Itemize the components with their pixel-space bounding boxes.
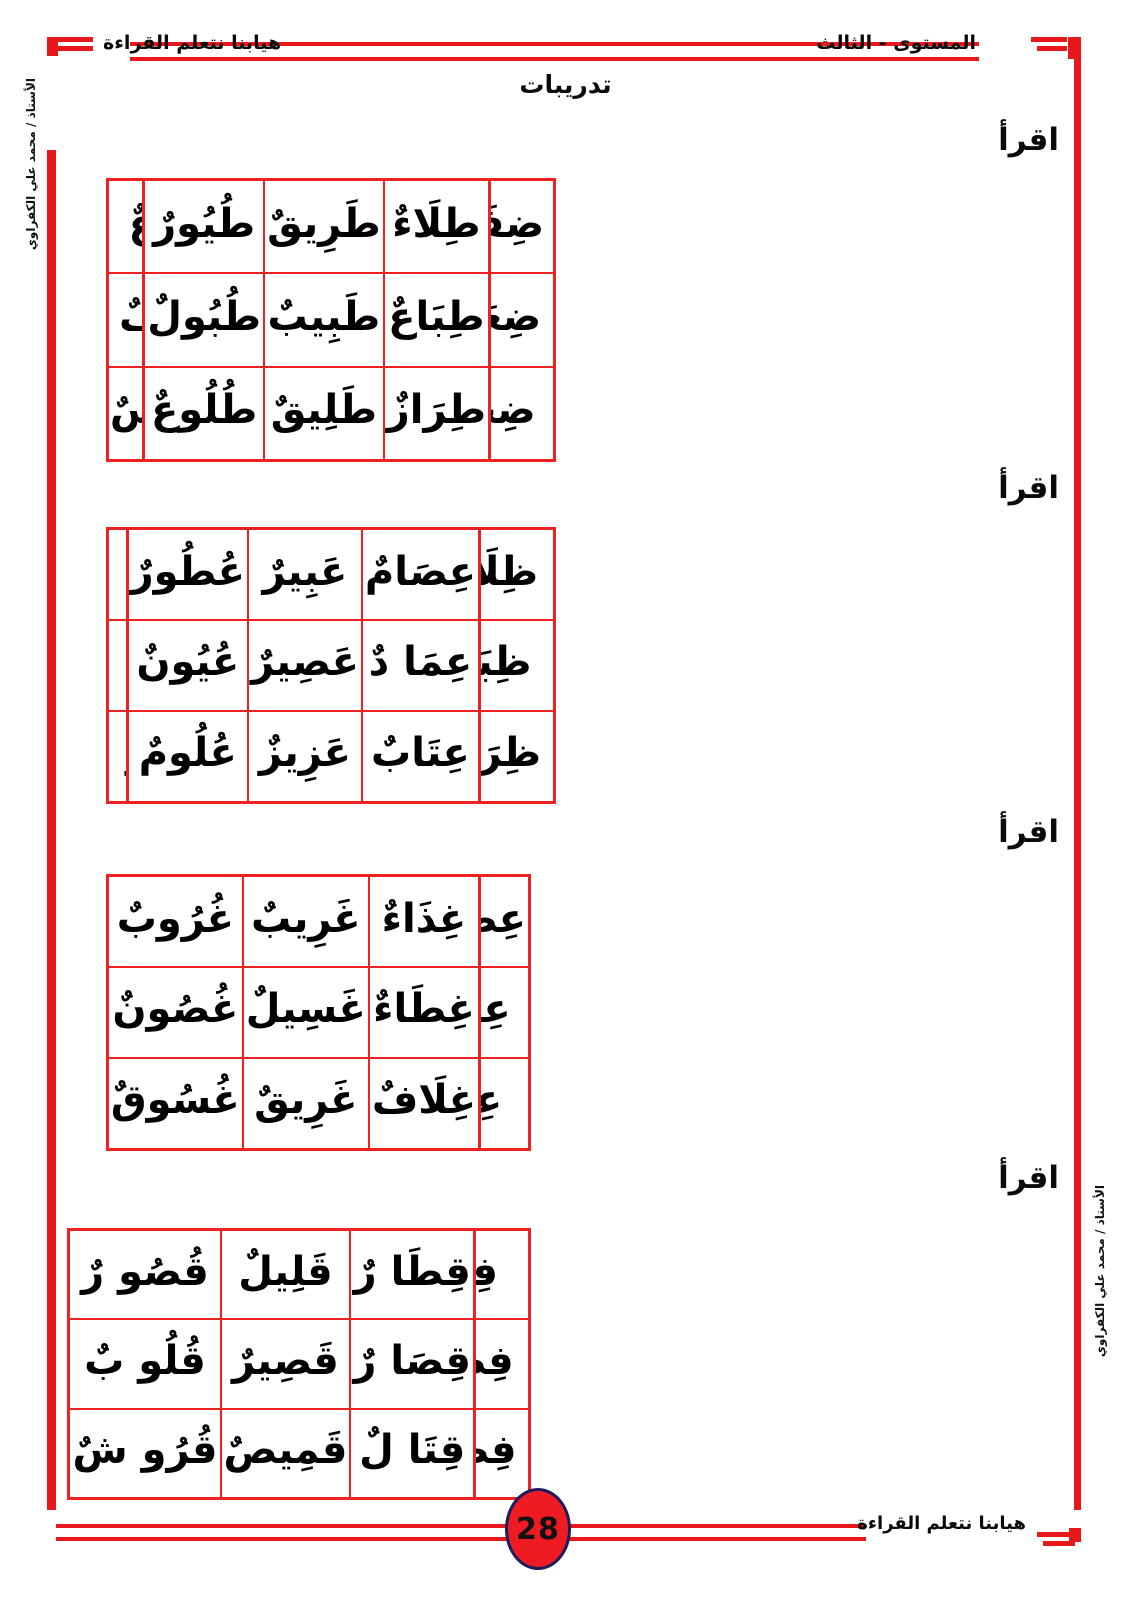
table-row: غِطَاءٌ غَسِيلٌ غُصُونٌ	[106, 966, 481, 1059]
read-label-3: اقرأ	[998, 814, 1059, 850]
page-title: تدريبات	[519, 70, 612, 99]
header-left-corner-ornament	[47, 34, 93, 60]
word-cell[interactable]: غِطَاءٌ	[367, 966, 481, 1059]
word-cell[interactable]: طِرَازٌ	[382, 365, 491, 462]
header-book-title: هيابنا نتعلم القراءة	[103, 32, 282, 54]
word-cell[interactable]: طَلِيقٌ	[263, 365, 385, 462]
word-cell[interactable]: عِتَابٌ	[360, 709, 481, 804]
header-right-corner-ornament	[1031, 34, 1081, 62]
table-row: قِصَا رٌ قَصِيرٌ قُلُو بٌ	[67, 1318, 476, 1410]
word-cell[interactable]: عُلُومٌ	[126, 709, 249, 804]
word-cell[interactable]: قُلُو بٌ	[67, 1318, 222, 1410]
word-cell[interactable]: طُيُورٌ	[142, 178, 266, 275]
table-row: غِلَافٌ غَرِيقٌ غُسُوقٌ	[106, 1056, 481, 1151]
word-cell[interactable]: غَسِيلٌ	[241, 966, 370, 1059]
word-cell[interactable]: غَرِيبٌ	[241, 874, 370, 969]
page-number-badge: 28	[505, 1488, 571, 1570]
table-row: عِمَا دٌ عَصِيرٌ عُيُونٌ	[126, 619, 481, 712]
table-row: طِرَازٌ طَلِيقٌ طُلُوعٌ	[142, 365, 491, 462]
page-footer: هيابنا نتعلم القراءة	[0, 1513, 1131, 1542]
word-cell[interactable]: غُصُونٌ	[106, 966, 244, 1059]
word-cell[interactable]: طَبِيبٌ	[263, 272, 385, 368]
word-cell[interactable]: طِلَاءٌ	[382, 178, 491, 275]
word-cell[interactable]: عَبِيرٌ	[246, 527, 363, 622]
word-cell[interactable]: غِلَافٌ	[367, 1056, 481, 1151]
page-number-text: 28	[516, 1511, 560, 1547]
table-row: قِطَا رٌ قَلِيلٌ قُصُو رٌ	[67, 1228, 476, 1321]
author-credit-left: الأستاذ / محمد علي الكفراوي	[24, 78, 38, 251]
word-cell[interactable]: غِذَاءٌ	[367, 874, 481, 969]
table-row: غِذَاءٌ غَرِيبٌ غُرُوبٌ	[106, 874, 481, 969]
footer-book-title: هيابنا نتعلم القراءة	[857, 1513, 1026, 1534]
page-header: المستوى - الثالث هيابنا نتعلم القراءة	[0, 32, 1131, 66]
word-cell[interactable]: طُبُولٌ	[142, 272, 266, 368]
author-credit-right: الأستاذ / محمد علي الكفراوي	[1093, 1185, 1107, 1358]
word-cell[interactable]: قِصَا رٌ	[349, 1318, 476, 1410]
table-row: عِتَابٌ عَزِيزٌ عُلُومٌ	[126, 709, 481, 804]
read-label-2: اقرأ	[998, 470, 1059, 506]
header-double-rule	[130, 42, 979, 61]
word-cell[interactable]: غُسُوقٌ	[106, 1056, 244, 1151]
word-cell[interactable]: قُرُو شٌ	[67, 1407, 222, 1500]
word-cell[interactable]: قُصُو رٌ	[67, 1228, 222, 1321]
table-row: طِبَاعٌ طَبِيبٌ طُبُولٌ	[142, 272, 491, 368]
footer-right-corner-ornament	[1035, 1528, 1081, 1554]
word-cell[interactable]: غُرُوبٌ	[106, 874, 244, 969]
word-cell[interactable]: قِطَا رٌ	[349, 1228, 476, 1321]
left-margin-rule	[47, 150, 56, 1510]
word-table-2-left: عِصَامٌ عَبِيرٌ عُطُورٌ عِمَا دٌ عَصِيرٌ…	[125, 527, 481, 804]
word-cell[interactable]: عَصِيرٌ	[246, 619, 363, 712]
word-cell[interactable]: طِبَاعٌ	[382, 272, 491, 368]
word-cell[interactable]: عَزِيزٌ	[246, 709, 363, 804]
footer-double-rule	[56, 1524, 866, 1541]
header-level-text: المستوى - الثالث	[816, 32, 976, 54]
word-cell[interactable]: عُيُونٌ	[126, 619, 249, 712]
word-cell[interactable]: طُلُوعٌ	[142, 365, 266, 462]
word-cell[interactable]: عِمَا دٌ	[360, 619, 481, 712]
word-cell[interactable]: عِصَامٌ	[360, 527, 481, 622]
word-table-3-left: غِذَاءٌ غَرِيبٌ غُرُوبٌ غِطَاءٌ غَسِيلٌ …	[105, 874, 481, 1151]
word-cell[interactable]: قَلِيلٌ	[219, 1228, 352, 1321]
word-table-4-left: قِطَا رٌ قَلِيلٌ قُصُو رٌ قِصَا رٌ قَصِي…	[67, 1228, 476, 1500]
read-label-1: اقرأ	[998, 122, 1059, 158]
table-row: طِلَاءٌ طَرِيقٌ طُيُورٌ	[142, 178, 491, 275]
word-cell[interactable]: قَصِيرٌ	[219, 1318, 352, 1410]
word-cell[interactable]: قِتَا لٌ	[349, 1407, 476, 1500]
word-table-1-left: طِلَاءٌ طَرِيقٌ طُيُورٌ طِبَاعٌ طَبِيبٌ …	[142, 178, 491, 462]
right-margin-rule	[1074, 55, 1081, 1510]
word-cell[interactable]: قَمِيصٌ	[219, 1407, 352, 1500]
word-cell[interactable]: عُطُورٌ	[126, 527, 249, 622]
word-cell[interactable]: غَرِيقٌ	[241, 1056, 370, 1151]
table-row: قِتَا لٌ قَمِيصٌ قُرُو شٌ	[67, 1407, 476, 1500]
word-cell[interactable]: طَرِيقٌ	[263, 178, 385, 275]
table-row: عِصَامٌ عَبِيرٌ عُطُورٌ	[126, 527, 481, 622]
read-label-4: اقرأ	[998, 1160, 1059, 1196]
